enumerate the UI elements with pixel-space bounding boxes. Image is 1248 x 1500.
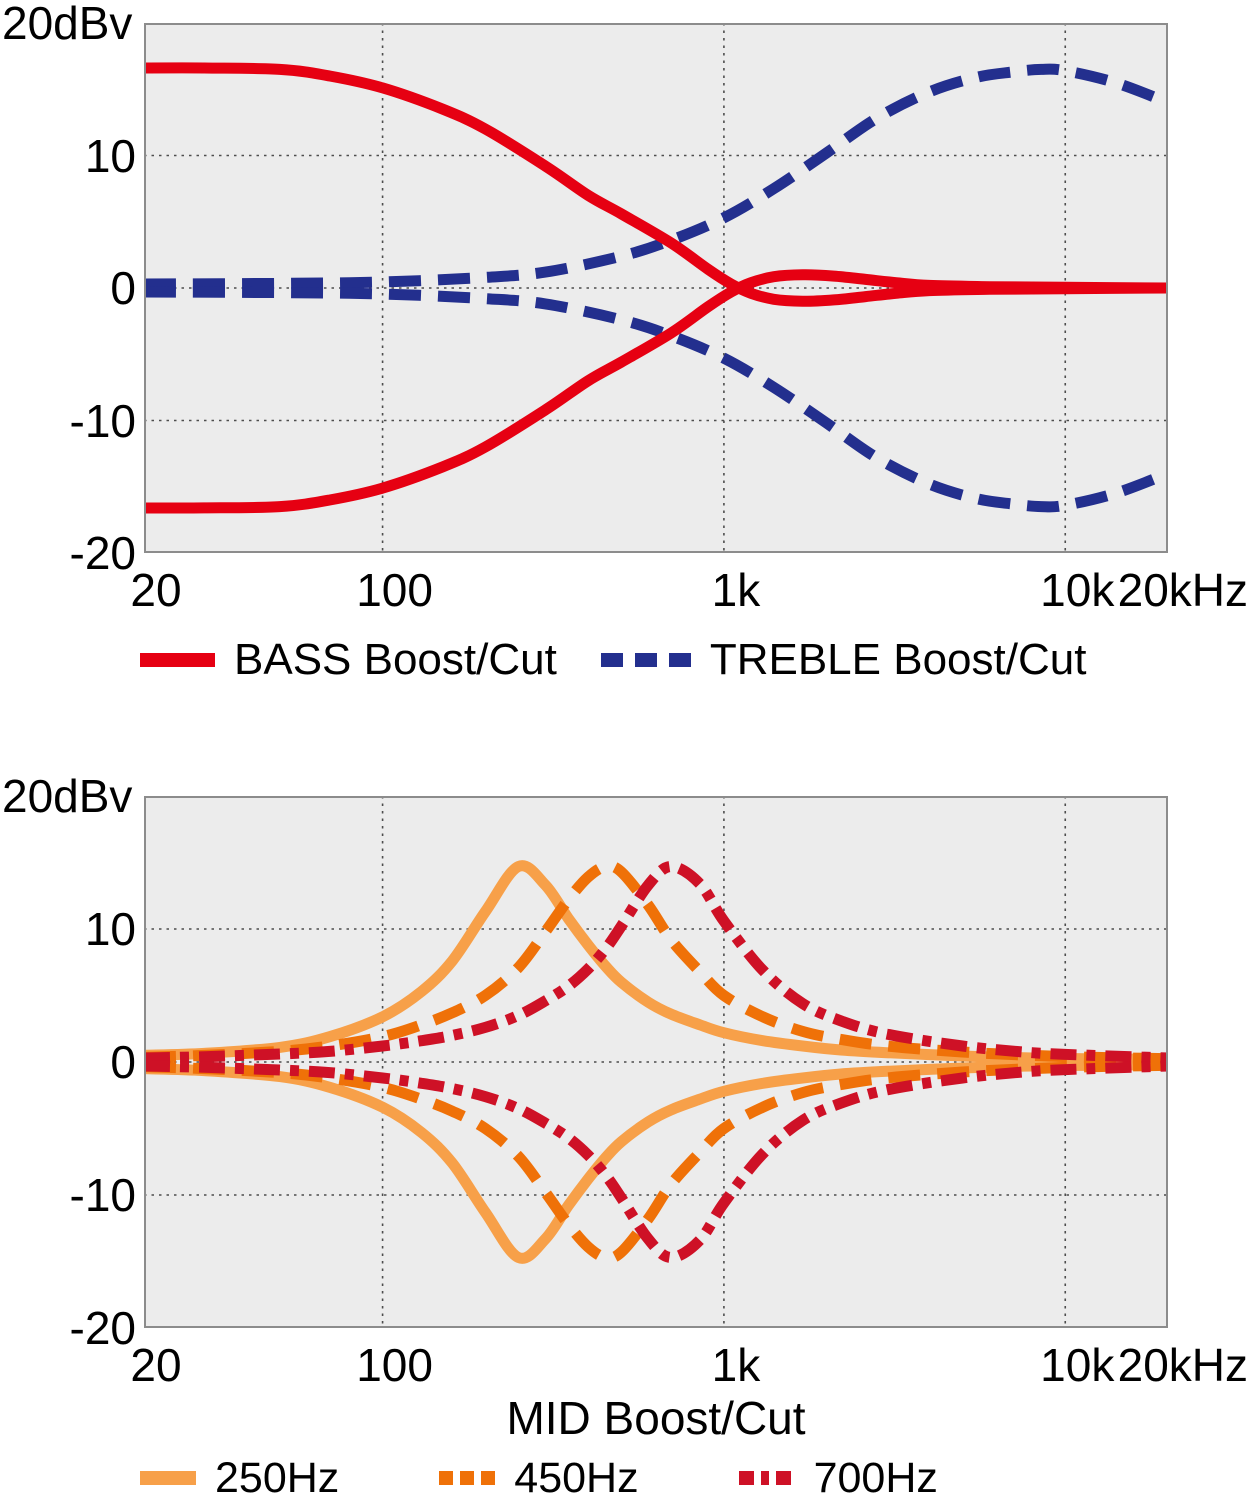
x-tick-label: 20 bbox=[130, 1339, 182, 1391]
series-250hz bbox=[144, 1059, 1168, 1264]
y-tick-label: 10 bbox=[84, 129, 136, 182]
legend-label: 700Hz bbox=[813, 1454, 938, 1500]
legend-item: BASS Boost/Cut bbox=[140, 636, 557, 684]
mid-plot-area bbox=[144, 796, 1168, 1328]
x-tick-label: 100 bbox=[356, 564, 433, 616]
series-bass-boost-cut bbox=[144, 269, 1168, 514]
bass-treble-plot-area bbox=[144, 23, 1168, 553]
x-tick-label: 20kHz bbox=[1117, 564, 1248, 616]
y-tick-label: -10 bbox=[69, 1169, 136, 1221]
x-tick-label: 20kHz bbox=[1117, 1339, 1248, 1391]
series-treble-boost-cut bbox=[144, 63, 1168, 290]
legend-swatch bbox=[140, 1471, 196, 1485]
y-axis-unit-label: 20dBv bbox=[2, 0, 133, 49]
legend-swatch bbox=[738, 1471, 795, 1485]
legend-item: 250Hz bbox=[140, 1454, 339, 1500]
y-tick-label: -10 bbox=[69, 394, 136, 447]
series-250hz bbox=[144, 860, 1168, 1065]
x-tick-label: 1k bbox=[711, 1339, 761, 1391]
legend-item: 700Hz bbox=[738, 1454, 938, 1500]
bass-treble-legend: BASS Boost/Cut TREBLE Boost/Cut bbox=[140, 636, 1086, 684]
series-bass-boost-cut bbox=[144, 62, 1168, 307]
x-tick-label: 1k bbox=[711, 564, 761, 616]
x-tick-label: 20 bbox=[130, 564, 182, 616]
legend-label: TREBLE Boost/Cut bbox=[709, 635, 1087, 684]
legend-item: TREBLE Boost/Cut bbox=[600, 635, 1087, 684]
legend-swatch bbox=[140, 653, 215, 667]
y-tick-label: 0 bbox=[110, 262, 136, 314]
series-700hz bbox=[144, 861, 1168, 1064]
plot-border bbox=[144, 23, 1168, 553]
x-axis-title: MID Boost/Cut bbox=[506, 1392, 806, 1444]
y-tick-label: -20 bbox=[69, 527, 136, 579]
x-tick-label: 100 bbox=[356, 1339, 433, 1391]
legend-label: 450Hz bbox=[514, 1454, 639, 1500]
legend-item: 450Hz bbox=[439, 1454, 639, 1500]
legend-swatch bbox=[439, 1471, 496, 1485]
plot-border bbox=[144, 796, 1168, 1328]
y-tick-label: -20 bbox=[69, 1302, 136, 1354]
mid-legend: 250Hz 450Hz 700Hz bbox=[140, 1454, 938, 1500]
y-axis-unit-label: 20dBv bbox=[2, 770, 133, 822]
y-tick-label: 0 bbox=[110, 1036, 136, 1088]
series-700hz bbox=[144, 1060, 1168, 1263]
legend-label: BASS Boost/Cut bbox=[234, 635, 557, 684]
y-tick-label: 10 bbox=[84, 903, 136, 955]
x-tick-label: 10k bbox=[1040, 1339, 1115, 1391]
legend-swatch bbox=[600, 653, 691, 667]
series-treble-boost-cut bbox=[144, 286, 1168, 513]
legend-label: 250Hz bbox=[215, 1454, 340, 1500]
x-tick-label: 10k bbox=[1040, 564, 1115, 616]
